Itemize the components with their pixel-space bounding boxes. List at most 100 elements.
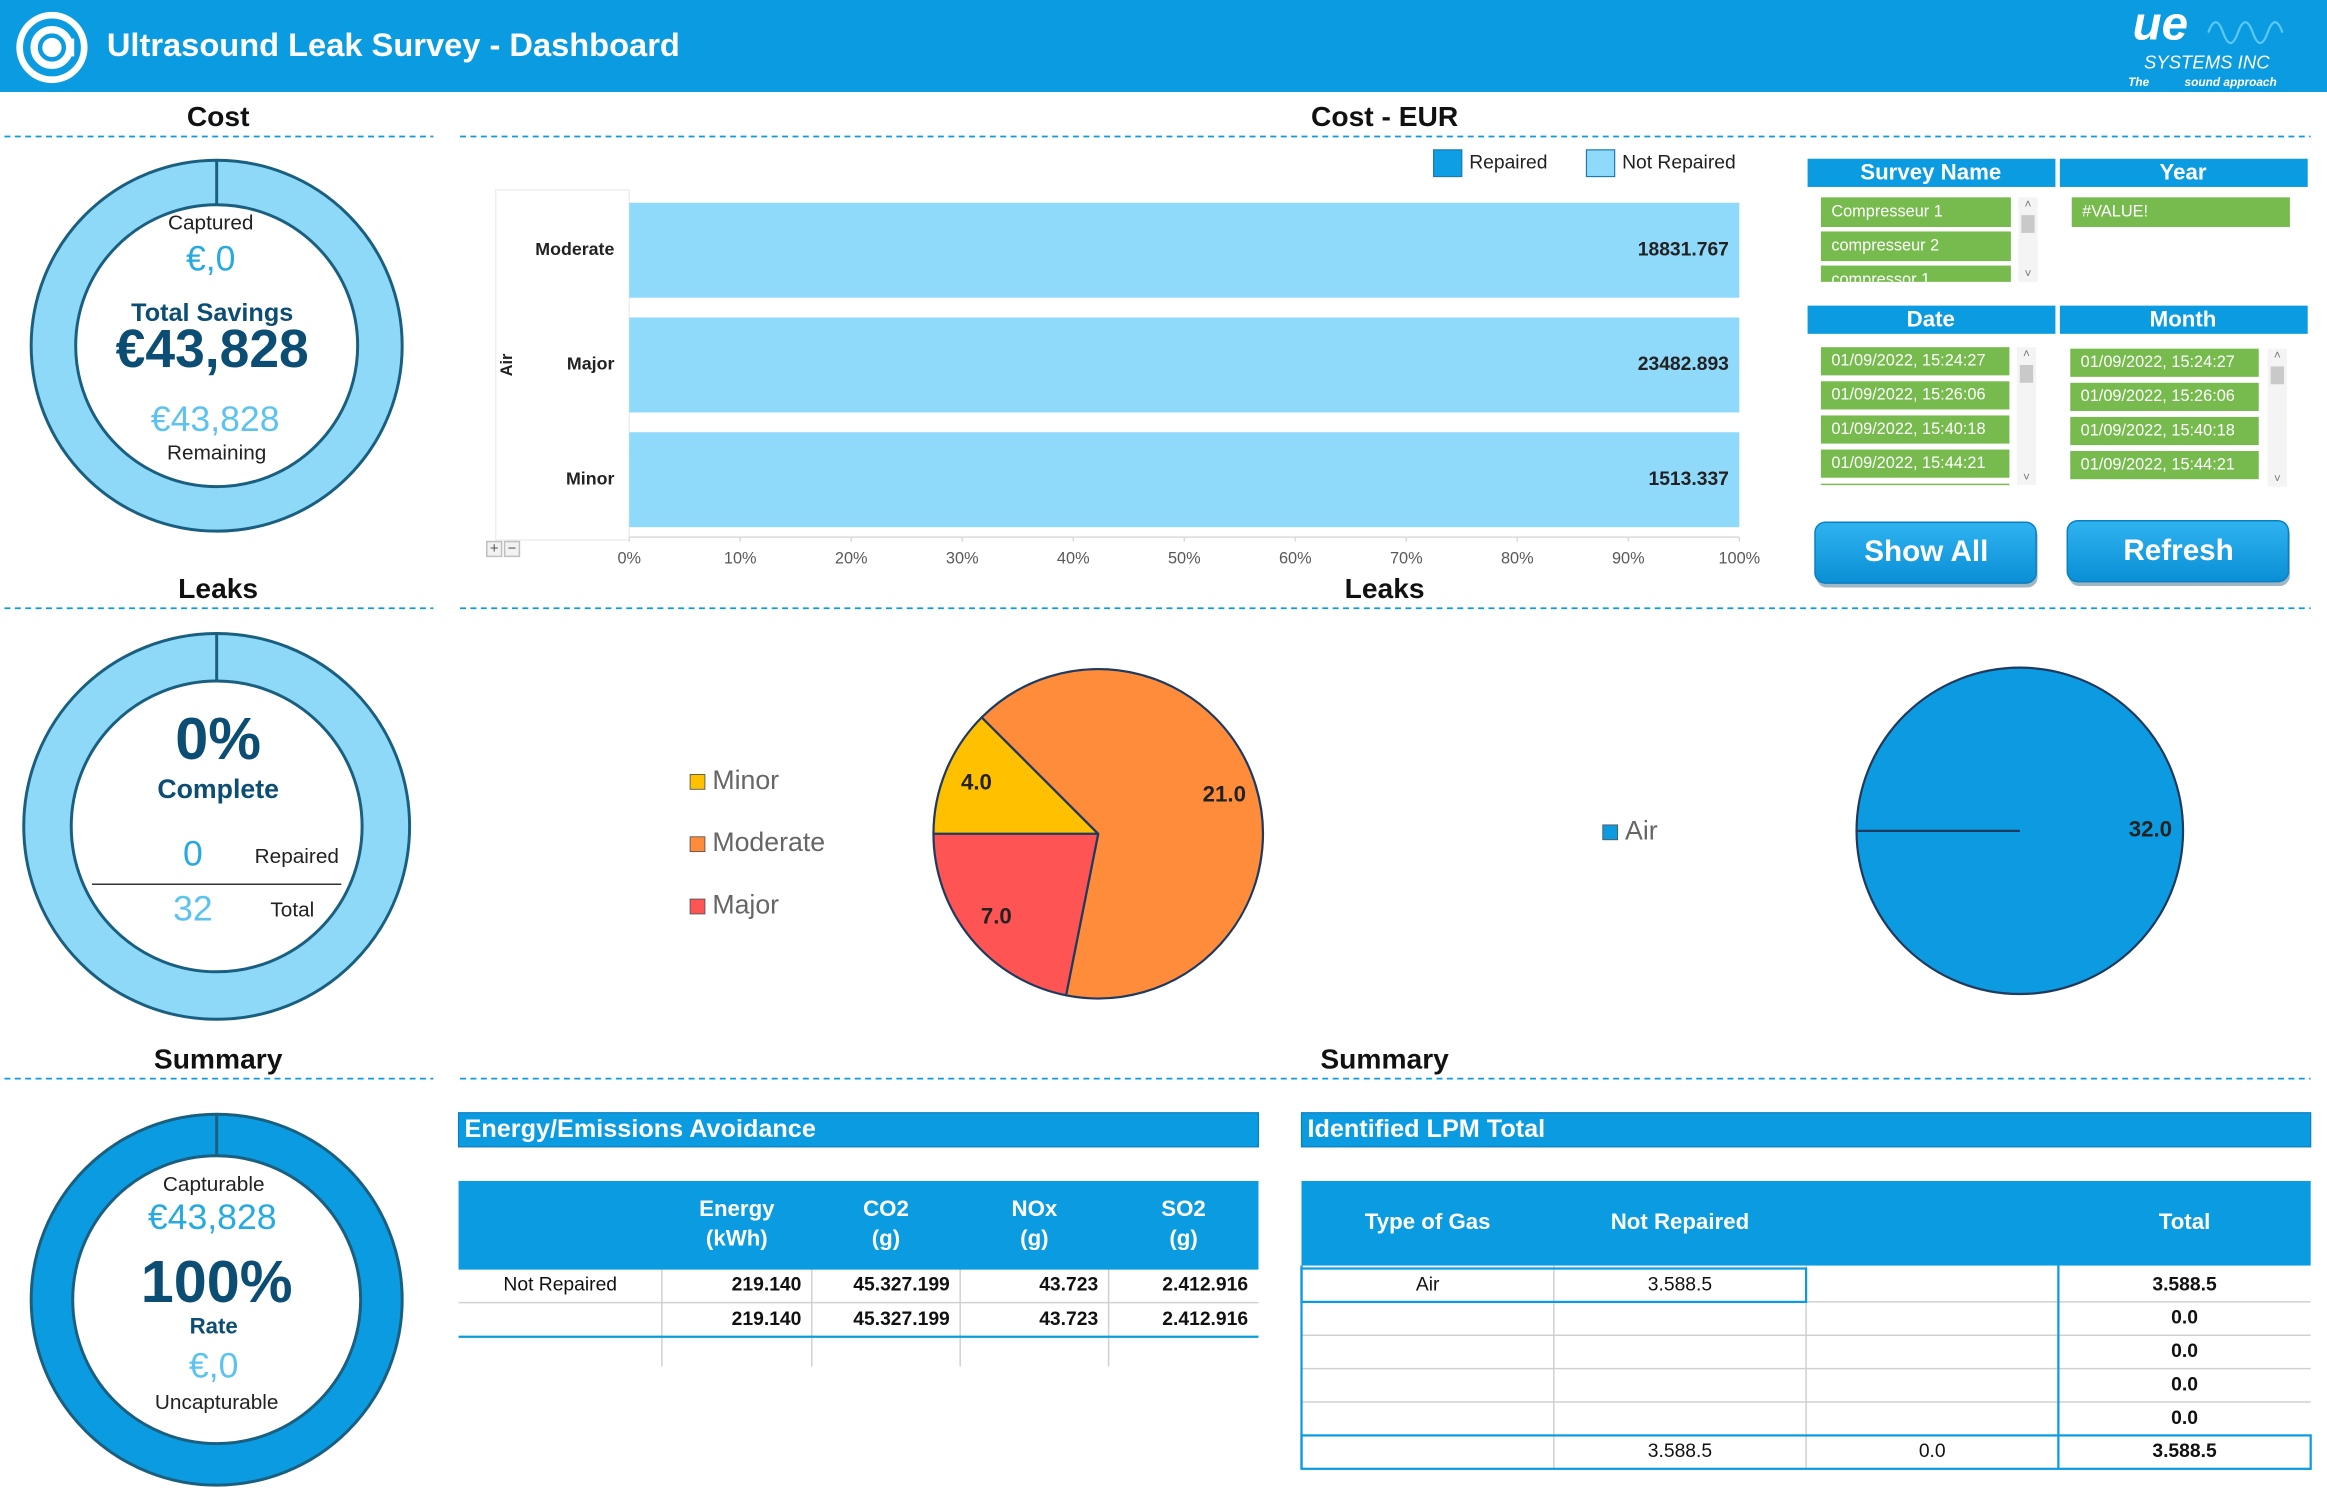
button-label: Refresh [2123, 534, 2233, 567]
bar [629, 202, 1740, 298]
header-title: Ultrasound Leak Survey - Dashboard [107, 26, 680, 63]
column-header: NOx [1012, 1196, 1058, 1221]
slicer-title: Year [2160, 159, 2207, 184]
gauge-value: €,0 [189, 1345, 239, 1385]
table-cell: 43.723 [1039, 1309, 1098, 1330]
x-tick-label: 80% [1501, 550, 1534, 568]
slicer-item-label: 01/09/2022, 15:44:21 [2081, 455, 2235, 473]
gauge-label: Total [270, 898, 314, 921]
button[interactable] [2066, 520, 2290, 583]
pie-slice [932, 716, 1100, 835]
slicer-item-label: compresseur 2 [1831, 237, 1939, 255]
table-cell: 219.140 [732, 1275, 802, 1296]
y-tick-label: Moderate [535, 239, 614, 259]
table-title-bar [457, 1112, 1260, 1148]
column-header: CO2 [863, 1196, 909, 1221]
slicer-item-label: Compresseur 1 [1831, 202, 1943, 220]
slicer-header [1807, 305, 2056, 334]
table-cell: Air [1416, 1274, 1440, 1295]
slicer-list: 01/09/2022, 15:24:27 01/09/2022, 15:26:06… [2070, 348, 2259, 513]
legend-swatch [689, 836, 706, 853]
table-cell: 0.0 [2171, 1341, 2198, 1362]
table-cell: 0.0 [2171, 1408, 2198, 1429]
gauge-label: Repaired [255, 845, 339, 868]
slicer-item-label: 01/09/2022, 15:24:27 [2081, 353, 2235, 371]
slicer-item-label: 01/09/2022, 15:44:21 [2081, 490, 2235, 508]
gauge-value: 32 [173, 888, 213, 928]
slicer-item[interactable] [2070, 382, 2259, 411]
data-label: 18831.767 [1638, 239, 1729, 260]
slicer-item[interactable] [1820, 483, 2010, 512]
legend-swatch [1602, 824, 1619, 841]
column-header: Not Repaired [1611, 1209, 1749, 1234]
column-header: (g) [872, 1225, 900, 1250]
x-tick-label: 70% [1390, 550, 1423, 568]
slicer-item[interactable] [2070, 485, 2259, 513]
legend-label: Moderate [712, 827, 825, 857]
slicer-item[interactable] [1820, 197, 2011, 227]
y-tick-label: Major [567, 354, 615, 374]
data-label: 32.0 [2129, 817, 2172, 842]
slicer-item[interactable] [1820, 381, 2010, 410]
gauge-label: Complete [157, 774, 279, 804]
slicer-item[interactable] [2070, 416, 2259, 446]
pie-slice [980, 668, 1264, 1000]
slicer-item[interactable] [2070, 348, 2259, 377]
table-title: Identified LPM Total [1307, 1115, 1545, 1143]
data-label: 23482.893 [1638, 354, 1729, 375]
data-label: 1513.337 [1648, 469, 1728, 490]
slicer-item-label: 01/09/2022, 15:26:06 [2081, 387, 2235, 405]
x-tick-label: 10% [724, 550, 757, 568]
x-tick-label: 30% [946, 550, 979, 568]
pivot-button[interactable] [486, 540, 503, 558]
legend-label: Major [712, 890, 779, 920]
y-tick-label: Minor [566, 468, 615, 488]
slicer-item[interactable] [1820, 347, 2010, 376]
scroll-thumb[interactable] [2019, 364, 2034, 383]
slicer-item[interactable] [1820, 415, 2010, 444]
data-label: 7.0 [981, 903, 1012, 928]
legend-label: Air [1625, 815, 1658, 845]
scroll-thumb[interactable] [2021, 215, 2035, 233]
x-tick-label: 40% [1057, 550, 1090, 568]
scroll-down: ˅ [2024, 267, 2031, 281]
gauge-value: 0% [175, 705, 261, 772]
slicer-item[interactable] [2071, 197, 2290, 227]
group-label: Air [498, 353, 516, 376]
gauge-value: 100% [141, 1248, 293, 1315]
scroll-down: ˅ [2274, 471, 2281, 485]
gauge-value: €43,828 [148, 1197, 277, 1237]
slicer-item-label: 01/09/2022, 15:40:18 [1831, 420, 1985, 438]
column-header: Total [2159, 1209, 2211, 1234]
section-title: Cost [187, 100, 250, 132]
column-header: Type of Gas [1365, 1209, 1491, 1234]
slicer-item[interactable] [1820, 449, 2010, 478]
table-title-bar [1300, 1112, 2312, 1148]
table-cell: 0.0 [2171, 1374, 2198, 1395]
x-tick-label: 50% [1168, 550, 1201, 568]
slicer-item[interactable] [1820, 265, 2011, 296]
button-label: Show All [1864, 535, 1988, 568]
logo-core [37, 33, 67, 62]
bar [629, 432, 1740, 528]
gauge-label: Rate [190, 1314, 238, 1339]
logo-wave [2207, 21, 2284, 45]
section-title: Summary [154, 1042, 283, 1074]
table-cell: 45.327.199 [853, 1275, 950, 1296]
table-cell: 2.412.916 [1162, 1275, 1248, 1296]
scroll-thumb[interactable] [2270, 366, 2284, 385]
slicer-header [2059, 158, 2308, 187]
legend-swatch [1585, 149, 1616, 178]
table-cell: 0.0 [1919, 1441, 1946, 1462]
gauge-label: Uncapturable [155, 1391, 279, 1414]
pivot-button[interactable] [503, 540, 521, 558]
scroll-up: ˄ [2024, 197, 2031, 211]
pie-slice [932, 832, 1100, 997]
slicer-item[interactable] [1820, 231, 2011, 262]
slicer-item[interactable] [2070, 451, 2259, 480]
button[interactable] [1814, 521, 2037, 584]
table-cell: 219.140 [732, 1309, 802, 1330]
column-header: (kWh) [706, 1225, 768, 1250]
legend-swatch [1433, 149, 1463, 178]
x-tick-label: 90% [1612, 550, 1645, 568]
